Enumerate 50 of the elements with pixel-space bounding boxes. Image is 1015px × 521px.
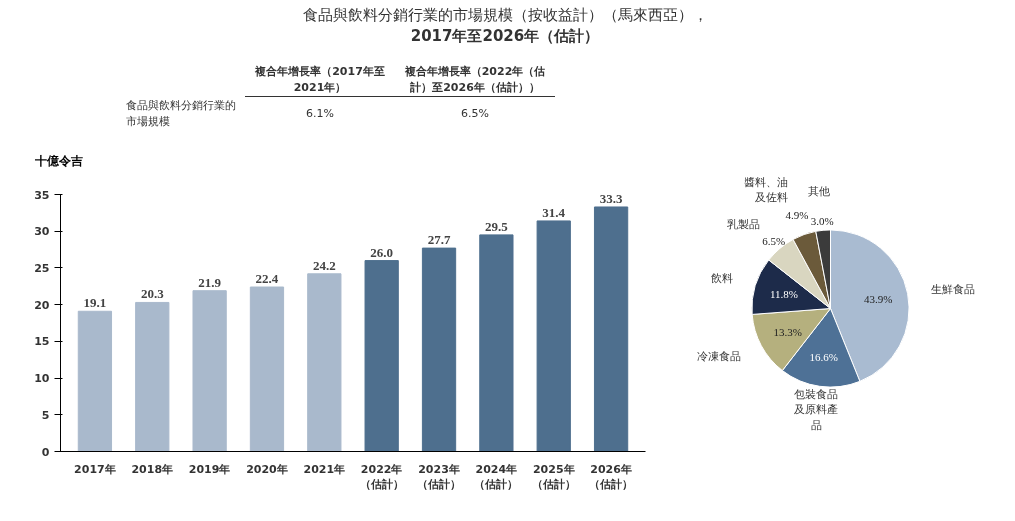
- y-axis-title: 十億令吉: [35, 153, 83, 170]
- data-label: 20.3: [140, 286, 165, 302]
- data-label: 11.8%: [769, 288, 798, 301]
- data-label: 29.5: [485, 218, 509, 234]
- slice-label: 其他: [808, 184, 831, 198]
- data-label: 4.9%: [785, 208, 809, 221]
- text: 複合年增長率（2017年至2021年）: [245, 63, 395, 97]
- chart-subtitle: 2017年至2026年（估計）: [410, 27, 600, 46]
- data-label: 22.4: [255, 271, 279, 287]
- x-tick-label: 2026年（估計）: [589, 462, 634, 492]
- text: 食品與飲料分銷行業的市場規模: [125, 97, 237, 130]
- chart-title: 食品與飲料分銷行業的市場規模（按收益計）（馬來西亞），: [302, 6, 708, 24]
- x-tick-label: 2021年: [303, 462, 346, 476]
- y-tick-label: 10: [34, 372, 50, 386]
- y-tick-label: 35: [34, 188, 50, 202]
- x-tick-label: 2018年: [131, 462, 174, 476]
- data-label: 13.3%: [773, 325, 802, 338]
- data-label: 31.4: [542, 204, 566, 220]
- text: 6.5%: [460, 106, 490, 122]
- y-tick-label: 5: [41, 408, 50, 422]
- data-label: 16.6%: [809, 350, 838, 363]
- y-tick-label: 30: [34, 225, 50, 239]
- y-tick-label: 20: [34, 298, 50, 312]
- data-label: 33.3: [599, 190, 623, 206]
- data-label: 21.9: [198, 274, 222, 290]
- data-label: 26.0: [370, 244, 394, 260]
- x-tick-label: 2023年（估計）: [417, 462, 462, 492]
- data-label: 19.1: [83, 295, 107, 311]
- y-tick-label: 25: [34, 261, 50, 275]
- slice-label: 冷凍食品: [696, 350, 741, 364]
- x-tick-label: 2024年（估計）: [474, 462, 519, 492]
- data-label: 43.9%: [864, 293, 893, 306]
- data-label: 3.0%: [810, 214, 834, 227]
- text: 6.1%: [305, 106, 335, 122]
- y-tick-label: 0: [41, 445, 50, 459]
- slice-label: 乳製品: [726, 217, 760, 231]
- x-tick-label: 2022年（估計）: [359, 462, 404, 492]
- slice-label: 醬料、油及佐料: [744, 175, 789, 205]
- text: 複合年增長率（2022年（估計）至2026年（估計））: [395, 63, 555, 97]
- y-tick-label: 15: [34, 335, 50, 349]
- x-tick-label: 2025年（估計）: [531, 462, 576, 492]
- data-label: 27.7: [427, 232, 451, 248]
- data-label: 24.2: [312, 257, 336, 273]
- slice-label: 飲料: [710, 272, 733, 286]
- slice-label: 生鮮食品: [930, 282, 975, 296]
- slice-label: 包裝食品及原料產品: [794, 387, 839, 432]
- x-tick-label: 2017年: [74, 462, 116, 476]
- x-tick-label: 2019年: [188, 462, 231, 476]
- data-label: 6.5%: [762, 235, 786, 248]
- x-tick-label: 2020年: [246, 462, 288, 476]
